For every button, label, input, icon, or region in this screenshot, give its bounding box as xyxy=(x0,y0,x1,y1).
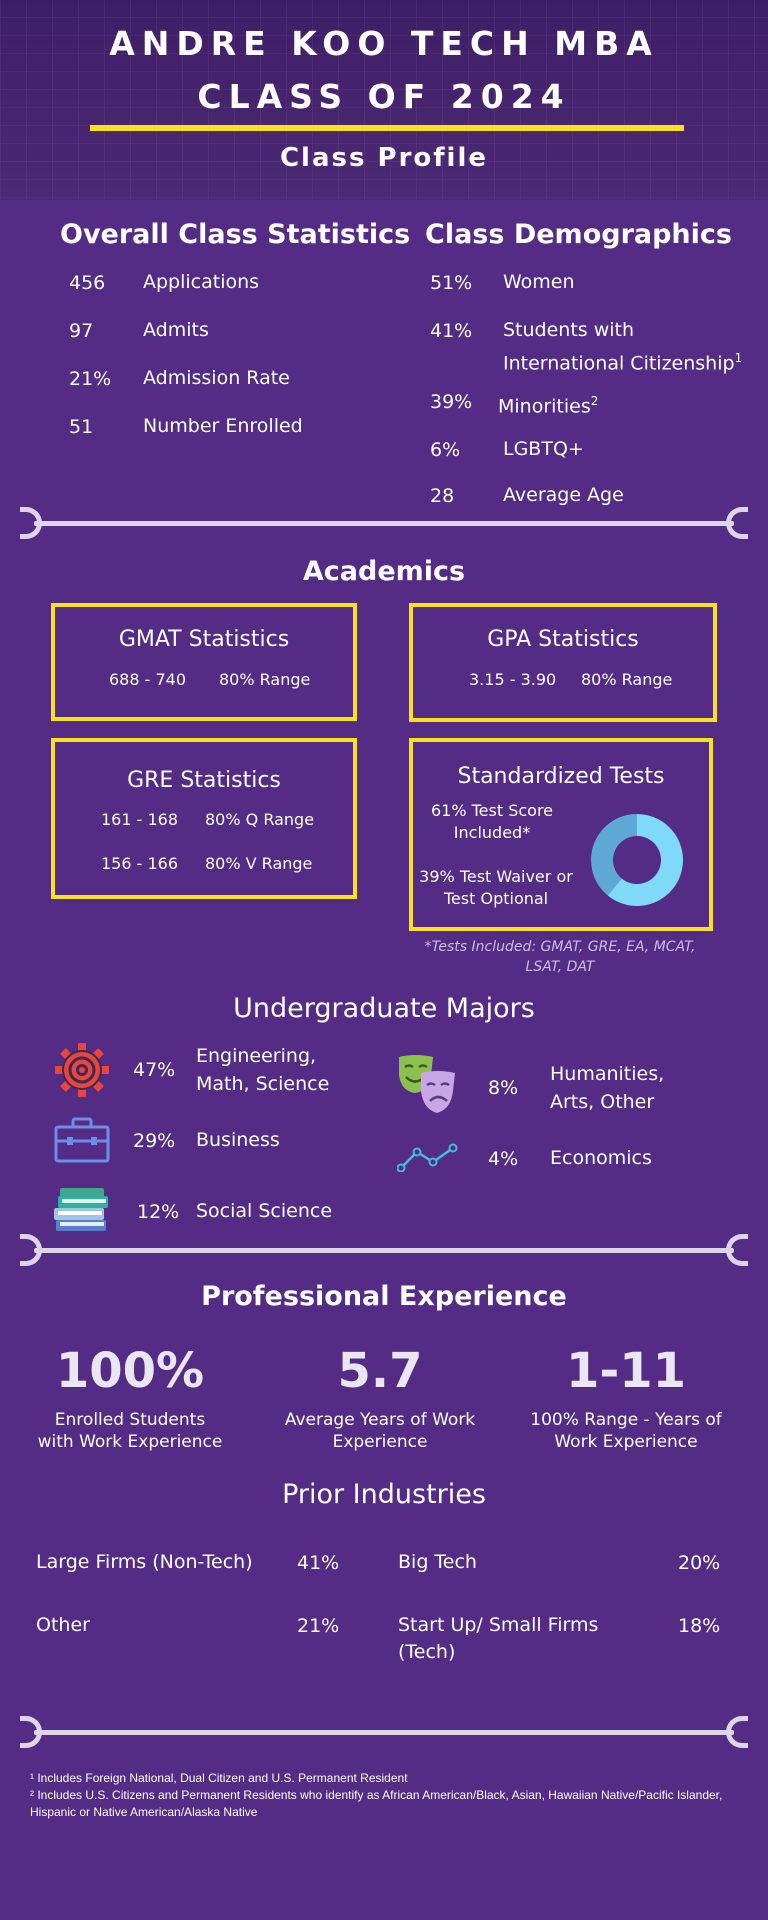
major-pct: 8% xyxy=(488,1077,519,1099)
tests-included-note: *Tests Included: GMAT, GRE, EA, MCAT, LS… xyxy=(424,939,696,975)
industry-pct: 41% xyxy=(297,1552,340,1574)
gre-box: GRE Statistics 161 - 168 80% Q Range 156… xyxy=(51,738,357,899)
industry-pct: 21% xyxy=(297,1615,340,1637)
demographic-label: Women xyxy=(503,271,575,293)
test-donut-chart xyxy=(591,814,683,906)
industries-title: Prior Industries xyxy=(282,1479,486,1510)
avg-years-label: Experience xyxy=(332,1432,428,1452)
demographic-label: Average Age xyxy=(503,484,624,506)
test-score-included-label: 61% Test Score Included* xyxy=(430,801,554,842)
gpa-title: GPA Statistics xyxy=(487,627,639,652)
gmat-range: 688 - 740 xyxy=(109,670,187,689)
demographic-value: 41% xyxy=(430,320,473,342)
years-range-value: 1-11 xyxy=(565,1343,687,1399)
demographic-label: International Citizenship1 xyxy=(503,351,743,375)
demographic-label: LGBTQ+ xyxy=(503,438,584,460)
standardized-tests-box: Standardized Tests 61% Test Score Includ… xyxy=(409,738,713,931)
industry-pct: 20% xyxy=(678,1552,721,1574)
overall-stat-value: 97 xyxy=(69,320,94,342)
major-label: Economics xyxy=(550,1147,652,1169)
industry-label: Big Tech xyxy=(398,1551,477,1573)
gear-icon xyxy=(55,1043,109,1097)
demographics-title: Class Demographics xyxy=(425,219,732,250)
overall-stat-label: Admission Rate xyxy=(143,367,290,389)
major-label: Math, Science xyxy=(196,1073,330,1095)
major-pct: 29% xyxy=(133,1130,176,1152)
gre-v-label: 80% V Range xyxy=(205,854,313,873)
professional-title: Professional Experience xyxy=(201,1281,567,1312)
gre-v-range: 156 - 166 xyxy=(101,854,179,873)
work-experience-label: with Work Experience xyxy=(37,1432,223,1452)
title-underline xyxy=(90,125,684,131)
section-divider xyxy=(20,1232,748,1268)
line-chart-icon xyxy=(397,1143,458,1172)
industry-label: Large Firms (Non-Tech) xyxy=(36,1551,253,1573)
donut-slice-waiver xyxy=(591,814,637,896)
work-experience-label: Enrolled Students xyxy=(54,1410,206,1430)
gpa-range-label: 80% Range xyxy=(581,670,673,689)
overall-stat-label: Admits xyxy=(143,319,209,341)
donut-slice-included xyxy=(607,814,683,906)
section-divider xyxy=(20,505,748,541)
gmat-title: GMAT Statistics xyxy=(118,627,290,652)
overall-stat-label: Applications xyxy=(143,271,260,293)
gmat-range-label: 80% Range xyxy=(219,670,311,689)
standardized-tests-title: Standardized Tests xyxy=(457,764,665,789)
years-range-label: 100% Range - Years of xyxy=(530,1410,722,1430)
overall-stat-value: 21% xyxy=(69,368,112,390)
industry-label: Start Up/ Small Firms xyxy=(398,1614,599,1636)
demographic-value: 28 xyxy=(430,485,455,507)
industry-label: Other xyxy=(36,1614,90,1636)
gpa-box: GPA Statistics 3.15 - 3.90 80% Range xyxy=(409,603,717,722)
major-label: Business xyxy=(196,1129,280,1151)
footnote-2: ² Includes U.S. Citizens and Permanent R… xyxy=(30,1788,723,1819)
industry-pct: 18% xyxy=(678,1615,721,1637)
gmat-box: GMAT Statistics 688 - 740 80% Range xyxy=(51,603,357,721)
section-divider xyxy=(20,1714,748,1750)
page-title-line-1: ANDRE KOO TECH MBA xyxy=(109,24,659,63)
industry-label: (Tech) xyxy=(398,1641,456,1663)
major-pct: 47% xyxy=(133,1059,176,1081)
demographic-value: 6% xyxy=(430,439,461,461)
major-label: Humanities, xyxy=(550,1063,665,1085)
footnote-1: ¹ Includes Foreign National, Dual Citize… xyxy=(30,1771,408,1785)
major-label: Engineering, xyxy=(196,1045,317,1067)
major-pct: 12% xyxy=(137,1201,180,1223)
header-banner: ANDRE KOO TECH MBA CLASS OF 2024 Class P… xyxy=(0,0,768,200)
major-pct: 4% xyxy=(488,1148,519,1170)
briefcase-icon xyxy=(54,1117,110,1163)
gpa-range: 3.15 - 3.90 xyxy=(469,670,557,689)
academics-title: Academics xyxy=(302,556,466,587)
years-range-label: Work Experience xyxy=(554,1432,698,1452)
major-label: Social Science xyxy=(196,1200,333,1222)
majors-title: Undergraduate Majors xyxy=(233,993,535,1024)
demographic-value: 51% xyxy=(430,272,473,294)
avg-years-value: 5.7 xyxy=(337,1343,423,1399)
header-pattern xyxy=(0,0,768,200)
overall-stat-value: 456 xyxy=(69,272,106,294)
gre-title: GRE Statistics xyxy=(127,768,281,793)
books-icon xyxy=(54,1188,108,1231)
work-experience-pct: 100% xyxy=(55,1343,205,1399)
theater-masks-icon xyxy=(399,1055,455,1113)
page-subtitle: Class Profile xyxy=(279,143,489,173)
overall-stat-label: Number Enrolled xyxy=(143,415,303,437)
avg-years-label: Average Years of Work xyxy=(284,1410,476,1430)
test-waiver-label: 39% Test Waiver or Test Optional xyxy=(419,867,573,908)
gre-q-label: 80% Q Range xyxy=(205,810,315,829)
gre-q-range: 161 - 168 xyxy=(101,810,179,829)
overall-stats-title: Overall Class Statistics xyxy=(60,219,411,250)
demographic-value: 39% xyxy=(430,391,473,413)
major-label: Arts, Other xyxy=(550,1091,655,1113)
demographic-label: Students with xyxy=(503,319,635,341)
demographic-label: Minorities2 xyxy=(498,394,599,418)
overall-stat-value: 51 xyxy=(69,416,94,438)
page-title-line-2: CLASS OF 2024 xyxy=(197,77,571,116)
